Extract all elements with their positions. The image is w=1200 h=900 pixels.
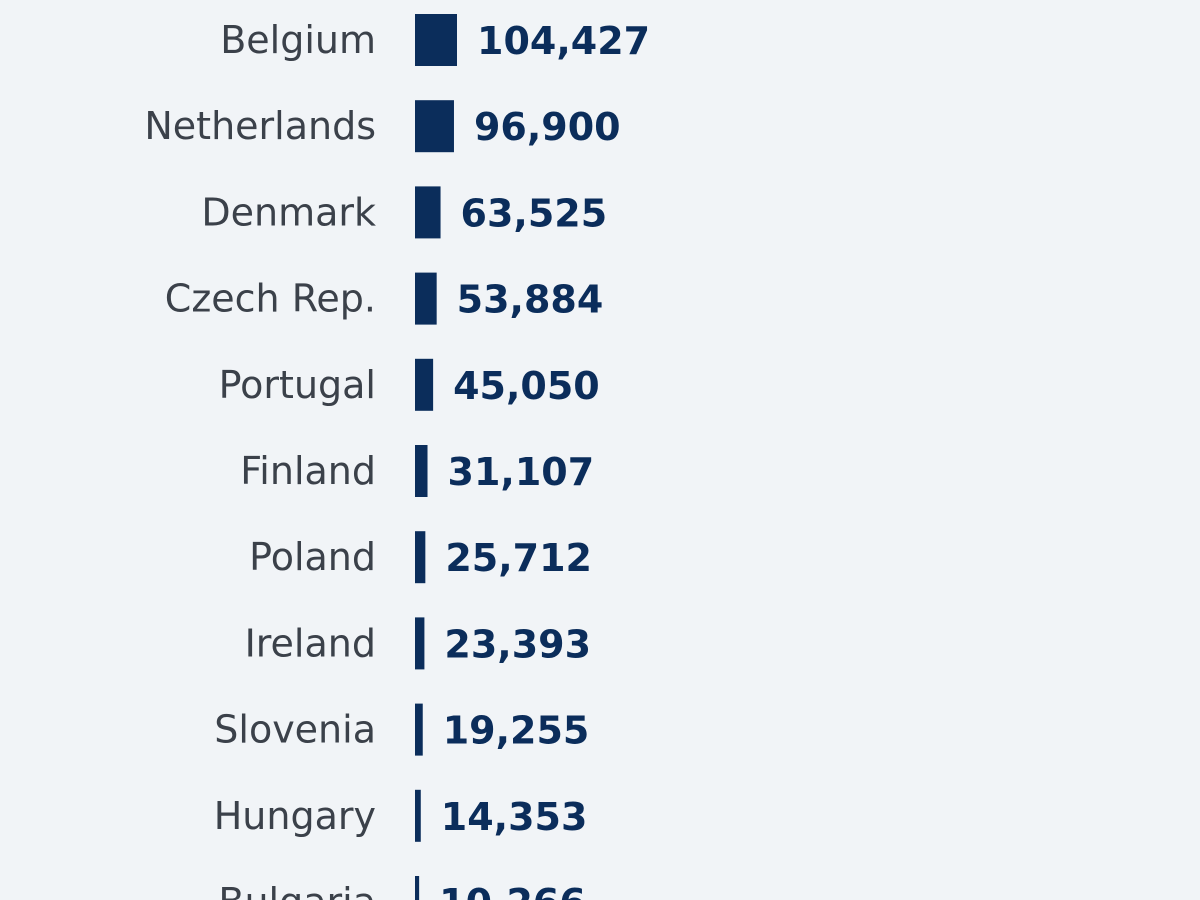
bar-row: Ireland 23,393: [245, 617, 591, 670]
value-label: 45,050: [453, 364, 600, 408]
value-label: 10,266: [439, 881, 586, 900]
category-label: Ireland: [245, 621, 376, 665]
value-label: 14,353: [441, 795, 588, 839]
bar-row: Portugal 45,050: [219, 358, 600, 411]
value-label: 104,427: [477, 19, 650, 63]
category-label: Poland: [249, 535, 376, 579]
bar-row: Denmark 63,525: [201, 186, 608, 239]
category-label: Portugal: [219, 363, 376, 407]
bar: [415, 14, 457, 66]
bar: [415, 531, 426, 584]
category-label: Bulgaria: [218, 880, 376, 900]
bar-row: Czech Rep. 53,884: [165, 272, 604, 325]
bar-row: Belgium 104,427: [220, 14, 650, 66]
bar: [415, 186, 441, 239]
bar-row: Bulgaria 10,266: [218, 876, 586, 900]
value-label: 96,900: [474, 105, 621, 149]
bar: [415, 617, 425, 670]
bar-row: Finland 31,107: [240, 445, 594, 497]
bar-row: Slovenia 19,255: [214, 703, 590, 756]
bar: [415, 272, 437, 325]
value-label: 19,255: [443, 709, 590, 753]
bar-row: Hungary 14,353: [214, 789, 588, 842]
category-label: Denmark: [201, 190, 376, 234]
bar-row: Netherlands 96,900: [144, 100, 621, 153]
category-label: Finland: [240, 449, 376, 493]
bar: [415, 703, 423, 756]
bar: [415, 358, 434, 411]
value-label: 53,884: [457, 278, 604, 322]
bar: [415, 100, 454, 153]
value-label: 63,525: [461, 191, 608, 235]
category-label: Czech Rep.: [165, 277, 376, 321]
bar-row: Poland 25,712: [249, 531, 592, 584]
bar: [415, 445, 428, 497]
bar: [415, 789, 421, 842]
value-label: 31,107: [448, 450, 595, 494]
category-label: Slovenia: [214, 708, 376, 752]
category-label: Netherlands: [144, 104, 376, 148]
category-label: Hungary: [214, 794, 376, 838]
value-label: 25,712: [445, 536, 592, 580]
bar: [415, 876, 420, 900]
value-label: 23,393: [444, 622, 591, 666]
category-label: Belgium: [220, 18, 376, 62]
